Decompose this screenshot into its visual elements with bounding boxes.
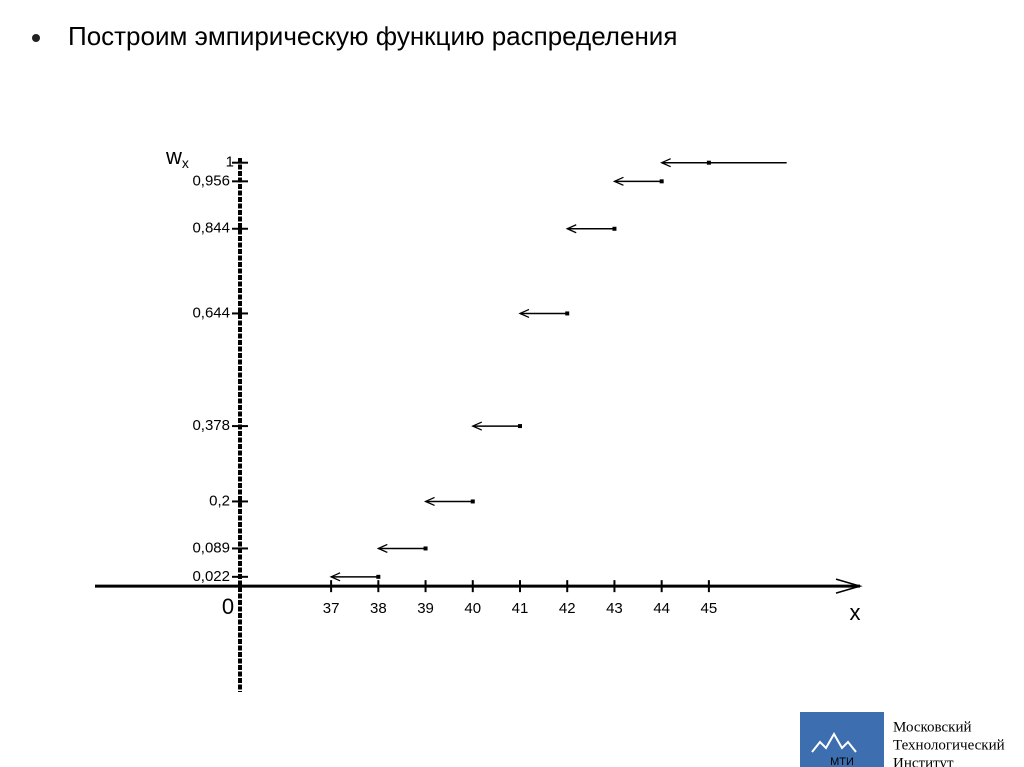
step-end-point <box>470 499 475 504</box>
x-tick-label: 42 <box>559 600 576 617</box>
y-tick-label: 0,089 <box>192 539 230 556</box>
step-arrowhead <box>612 176 624 186</box>
step-arrowhead <box>329 572 341 582</box>
x-tick-label: 40 <box>464 600 481 617</box>
step-end-point <box>423 546 428 551</box>
y-tick-label: 0,022 <box>192 568 230 585</box>
y-tick-label: 0,644 <box>192 304 230 321</box>
heading: Построим эмпирическую функцию распределе… <box>68 21 677 51</box>
logo: МТИ Московский Технологический Институт <box>800 712 1005 767</box>
step-end-point <box>612 226 617 231</box>
x-tick-label: 37 <box>323 600 340 617</box>
step-arrowhead <box>423 496 435 507</box>
step-arrowhead <box>471 421 483 431</box>
x-tick-label: 41 <box>512 600 529 617</box>
step-end-point <box>659 179 664 184</box>
step-end-point <box>376 574 381 579</box>
logo-icon <box>811 731 857 753</box>
x-tick-label: 38 <box>370 600 387 617</box>
step-arrowhead <box>376 543 388 554</box>
step-arrowhead <box>518 308 530 319</box>
x-tick-label: 43 <box>606 600 623 617</box>
y-axis-label-main: w <box>165 144 182 169</box>
step-end-point <box>518 424 522 429</box>
y-tick-label: 0,378 <box>192 417 230 434</box>
x-tick-label: 44 <box>653 600 670 617</box>
logo-badge <box>800 712 884 767</box>
logo-line: Московский <box>893 719 972 735</box>
x-tick-label: 45 <box>701 600 718 617</box>
x-axis-arrow <box>835 578 863 594</box>
y-tick-label: 0,844 <box>192 220 230 237</box>
bullet <box>32 34 40 42</box>
step-end-point <box>706 160 711 165</box>
step-arrowhead <box>565 224 577 234</box>
logo-abbr: МТИ <box>830 756 854 767</box>
y-tick-label: 0,2 <box>209 492 230 509</box>
origin-label: 0 <box>222 594 234 619</box>
step-end-point <box>565 311 570 316</box>
step-arrowhead <box>660 158 671 168</box>
y-axis-label: wx <box>165 144 189 171</box>
x-tick-label: 39 <box>417 600 434 617</box>
y-axis-label-sub: x <box>182 155 189 171</box>
x-axis-label: x <box>850 600 861 625</box>
y-tick-label: 0,956 <box>192 172 230 189</box>
logo-line: Институт <box>893 755 954 767</box>
y-tick-label: 1 <box>226 154 234 171</box>
logo-line: Технологический <box>893 737 1005 753</box>
